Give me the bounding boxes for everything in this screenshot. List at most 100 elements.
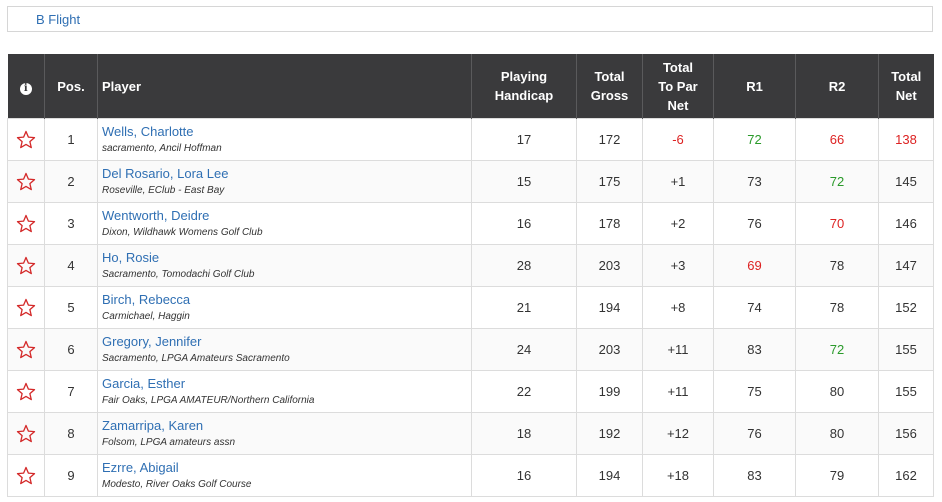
player-name-link[interactable]: Ezrre, Abigail bbox=[102, 459, 179, 475]
r1-cell[interactable]: 76 bbox=[713, 412, 796, 455]
net-cell: 138 bbox=[878, 118, 934, 161]
player-club: Roseville, EClub - East Bay bbox=[102, 184, 225, 196]
player-name-link[interactable]: Wentworth, Deidre bbox=[102, 207, 210, 223]
net-cell: 162 bbox=[878, 454, 934, 497]
player-club: Carmichael, Haggin bbox=[102, 310, 190, 322]
player-club: Modesto, River Oaks Golf Course bbox=[102, 478, 252, 490]
pos-cell: 7 bbox=[44, 370, 98, 413]
table-row[interactable]: 6 Gregory, Jennifer Sacramento, LPGA Ama… bbox=[7, 328, 934, 371]
table-row[interactable]: 7 Garcia, Esther Fair Oaks, LPGA AMATEUR… bbox=[7, 370, 934, 413]
star-icon[interactable] bbox=[16, 298, 36, 317]
handicap-cell: 17 bbox=[471, 118, 577, 161]
favorite-cell bbox=[7, 118, 45, 161]
r2-cell[interactable]: 80 bbox=[795, 370, 879, 413]
star-icon[interactable] bbox=[16, 340, 36, 359]
topar-cell: -6 bbox=[642, 118, 714, 161]
topar-header[interactable]: Total To Par Net bbox=[642, 54, 714, 119]
player-header[interactable]: Player bbox=[97, 54, 472, 119]
header-row: i Pos. Player Playing Handicap Total Gro… bbox=[7, 54, 934, 119]
player-name-link[interactable]: Garcia, Esther bbox=[102, 375, 186, 391]
r1-cell[interactable]: 72 bbox=[713, 118, 796, 161]
player-name-link[interactable]: Ho, Rosie bbox=[102, 249, 160, 265]
player-name-link[interactable]: Del Rosario, Lora Lee bbox=[102, 165, 229, 181]
r2-cell[interactable]: 78 bbox=[795, 286, 879, 329]
table-row[interactable]: 4 Ho, Rosie Sacramento, Tomodachi Golf C… bbox=[7, 244, 934, 287]
handicap-cell: 16 bbox=[471, 202, 577, 245]
pos-cell: 4 bbox=[44, 244, 98, 287]
net-header[interactable]: Total Net bbox=[878, 54, 934, 119]
r2-cell[interactable]: 79 bbox=[795, 454, 879, 497]
r1-header[interactable]: R1 bbox=[713, 54, 796, 119]
table-row[interactable]: 5 Birch, Rebecca Carmichael, Haggin 21 1… bbox=[7, 286, 934, 329]
r2-cell[interactable]: 70 bbox=[795, 202, 879, 245]
player-name-link[interactable]: Birch, Rebecca bbox=[102, 291, 191, 307]
flight-selector[interactable]: B Flight bbox=[7, 6, 933, 32]
topar-cell: +11 bbox=[642, 328, 714, 371]
star-icon[interactable] bbox=[16, 466, 36, 485]
player-club: Dixon, Wildhawk Womens Golf Club bbox=[102, 226, 263, 238]
table-row[interactable]: 2 Del Rosario, Lora Lee Roseville, EClub… bbox=[7, 160, 934, 203]
table-row[interactable]: 1 Wells, Charlotte sacramento, Ancil Hof… bbox=[7, 118, 934, 161]
favorite-cell bbox=[7, 286, 45, 329]
star-icon[interactable] bbox=[16, 172, 36, 191]
pos-cell: 8 bbox=[44, 412, 98, 455]
r1-cell[interactable]: 83 bbox=[713, 328, 796, 371]
star-icon[interactable] bbox=[16, 130, 36, 149]
topar-header-line3: Net bbox=[667, 97, 689, 113]
star-icon[interactable] bbox=[16, 256, 36, 275]
handicap-header[interactable]: Playing Handicap bbox=[471, 54, 577, 119]
r1-cell[interactable]: 76 bbox=[713, 202, 796, 245]
flight-label[interactable]: B Flight bbox=[36, 12, 81, 27]
favorite-cell bbox=[7, 328, 45, 371]
star-icon[interactable] bbox=[16, 382, 36, 401]
r2-cell[interactable]: 72 bbox=[795, 160, 879, 203]
r2-cell[interactable]: 66 bbox=[795, 118, 879, 161]
favorite-cell bbox=[7, 454, 45, 497]
pos-cell: 5 bbox=[44, 286, 98, 329]
pos-cell: 6 bbox=[44, 328, 98, 371]
r2-cell[interactable]: 80 bbox=[795, 412, 879, 455]
net-header-line1: Total bbox=[891, 69, 922, 84]
handicap-cell: 28 bbox=[471, 244, 577, 287]
gross-cell: 178 bbox=[576, 202, 643, 245]
player-cell: Gregory, Jennifer Sacramento, LPGA Amate… bbox=[97, 328, 472, 371]
star-icon[interactable] bbox=[16, 424, 36, 443]
r2-cell[interactable]: 78 bbox=[795, 244, 879, 287]
topar-cell: +12 bbox=[642, 412, 714, 455]
net-cell: 146 bbox=[878, 202, 934, 245]
pos-header[interactable]: Pos. bbox=[44, 54, 98, 119]
r1-cell[interactable]: 83 bbox=[713, 454, 796, 497]
handicap-cell: 24 bbox=[471, 328, 577, 371]
r2-header[interactable]: R2 bbox=[795, 54, 879, 119]
gross-header[interactable]: Total Gross bbox=[576, 54, 643, 119]
player-name-link[interactable]: Gregory, Jennifer bbox=[102, 333, 202, 349]
net-cell: 155 bbox=[878, 370, 934, 413]
player-name-link[interactable]: Zamarripa, Karen bbox=[102, 417, 204, 433]
star-icon[interactable] bbox=[16, 214, 36, 233]
r2-cell[interactable]: 72 bbox=[795, 328, 879, 371]
topar-cell: +18 bbox=[642, 454, 714, 497]
player-cell: Wentworth, Deidre Dixon, Wildhawk Womens… bbox=[97, 202, 472, 245]
r1-cell[interactable]: 74 bbox=[713, 286, 796, 329]
info-icon[interactable]: i bbox=[19, 82, 32, 95]
topar-cell: +11 bbox=[642, 370, 714, 413]
r1-cell[interactable]: 75 bbox=[713, 370, 796, 413]
favorite-cell bbox=[7, 412, 45, 455]
r1-cell[interactable]: 73 bbox=[713, 160, 796, 203]
net-cell: 147 bbox=[878, 244, 934, 287]
player-club: sacramento, Ancil Hoffman bbox=[102, 142, 222, 154]
gross-cell: 203 bbox=[576, 328, 643, 371]
leaderboard-table: i Pos. Player Playing Handicap Total Gro… bbox=[7, 54, 934, 497]
table-row[interactable]: 8 Zamarripa, Karen Folsom, LPGA amateurs… bbox=[7, 412, 934, 455]
gross-cell: 203 bbox=[576, 244, 643, 287]
player-cell: Del Rosario, Lora Lee Roseville, EClub -… bbox=[97, 160, 472, 203]
player-cell: Ho, Rosie Sacramento, Tomodachi Golf Clu… bbox=[97, 244, 472, 287]
r1-cell[interactable]: 69 bbox=[713, 244, 796, 287]
gross-cell: 199 bbox=[576, 370, 643, 413]
table-row[interactable]: 9 Ezrre, Abigail Modesto, River Oaks Gol… bbox=[7, 454, 934, 497]
player-name-link[interactable]: Wells, Charlotte bbox=[102, 123, 194, 139]
leaderboard-body: 1 Wells, Charlotte sacramento, Ancil Hof… bbox=[7, 118, 934, 497]
table-row[interactable]: 3 Wentworth, Deidre Dixon, Wildhawk Wome… bbox=[7, 202, 934, 245]
player-cell: Ezrre, Abigail Modesto, River Oaks Golf … bbox=[97, 454, 472, 497]
info-header[interactable]: i bbox=[7, 54, 45, 119]
